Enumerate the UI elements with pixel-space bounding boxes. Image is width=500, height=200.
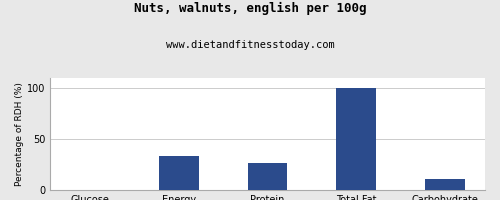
Bar — [158, 156, 198, 190]
Text: www.dietandfitnesstoday.com: www.dietandfitnesstoday.com — [166, 40, 334, 50]
Bar — [336, 88, 376, 190]
Bar — [425, 179, 465, 190]
Y-axis label: Percentage of RDH (%): Percentage of RDH (%) — [15, 82, 24, 186]
Bar — [248, 163, 288, 190]
Text: Nuts, walnuts, english per 100g: Nuts, walnuts, english per 100g — [134, 2, 366, 15]
